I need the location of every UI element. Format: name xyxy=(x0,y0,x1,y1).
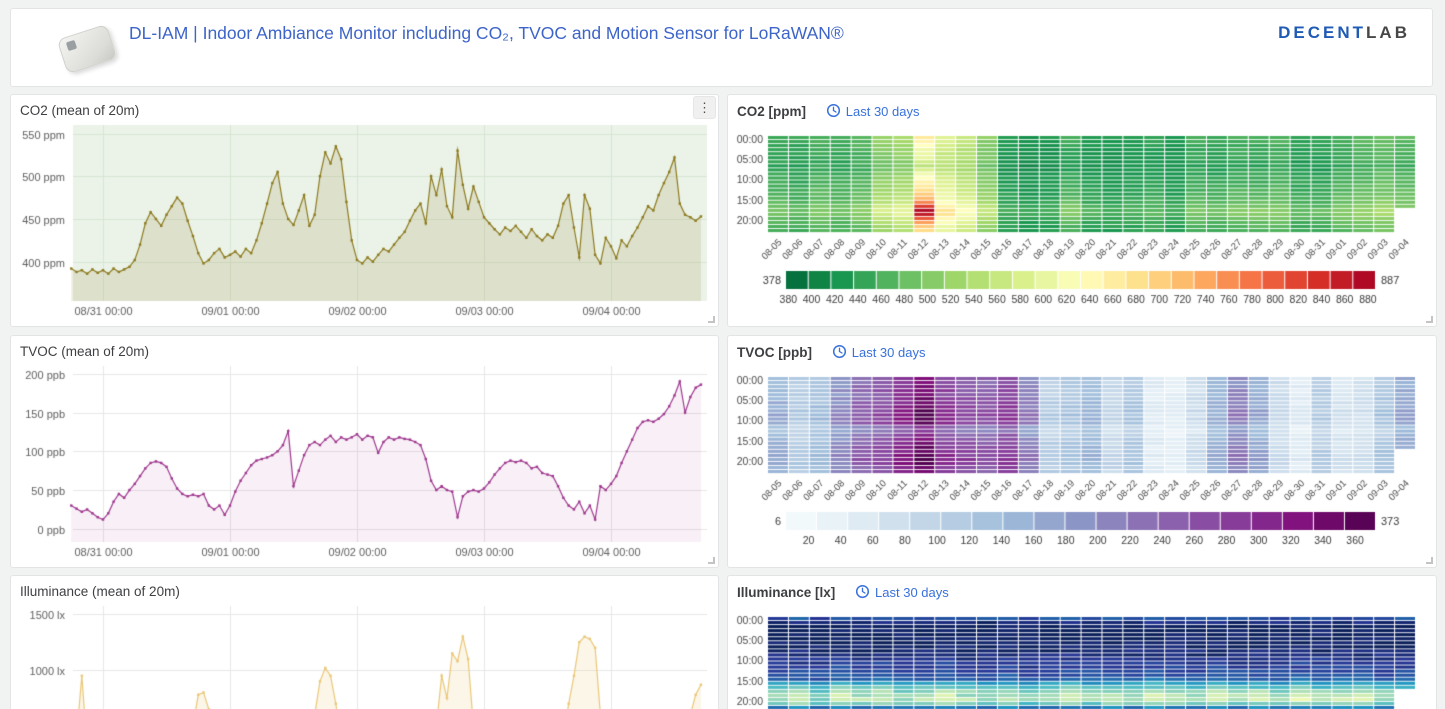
panel-title-text[interactable]: TVOC [ppb] xyxy=(737,345,812,360)
panel-resize-handle[interactable] xyxy=(708,316,715,323)
time-range-label: Last 30 days xyxy=(845,104,920,119)
dashboard-title-link[interactable]: DL-IAM | Indoor Ambiance Monitor includi… xyxy=(129,23,844,43)
co2-line-chart[interactable] xyxy=(11,123,718,326)
logo-part-lab: LAB xyxy=(1366,23,1410,42)
co2-heatmap-chart[interactable] xyxy=(728,123,1436,326)
clock-icon xyxy=(832,344,846,359)
panel-illuminance-line: Illuminance (mean of 20m) xyxy=(10,575,719,709)
time-range-link[interactable]: Last 30 days xyxy=(855,584,949,600)
panel-co2-line: CO2 (mean of 20m) ⋮ xyxy=(10,94,719,327)
panel-title-text[interactable]: Illuminance [lx] xyxy=(737,585,836,600)
clock-icon xyxy=(855,584,870,599)
decentlab-logo: DECENTLAB xyxy=(1278,23,1410,43)
panel-menu-button[interactable]: ⋮ xyxy=(693,96,716,119)
panel-resize-handle[interactable] xyxy=(708,557,715,564)
panel-title-tvoc-line: TVOC (mean of 20m) xyxy=(11,336,718,364)
panel-title-text[interactable]: CO2 [ppm] xyxy=(737,104,806,119)
dashboard-header: DL-IAM | Indoor Ambiance Monitor includi… xyxy=(10,8,1433,87)
panel-co2-heatmap: CO2 [ppm] Last 30 days xyxy=(727,94,1437,327)
tvoc-heatmap-chart[interactable] xyxy=(728,364,1436,567)
panel-title-text[interactable]: Illuminance (mean of 20m) xyxy=(20,584,180,599)
time-range-label: Last 30 days xyxy=(851,345,926,360)
device-photo xyxy=(53,21,123,77)
panel-title-text[interactable]: CO2 (mean of 20m) xyxy=(20,103,140,118)
illuminance-heatmap-chart[interactable] xyxy=(728,604,1436,709)
panel-title-co2-heatmap: CO2 [ppm] Last 30 days xyxy=(728,95,1436,123)
panel-title-illuminance-heatmap: Illuminance [lx] Last 30 days xyxy=(728,576,1436,604)
panel-resize-handle[interactable] xyxy=(1426,316,1433,323)
logo-part-decent: DECENT xyxy=(1278,23,1367,42)
panel-illuminance-heatmap: Illuminance [lx] Last 30 days xyxy=(727,575,1437,709)
illuminance-line-chart[interactable] xyxy=(11,604,718,709)
panel-tvoc-line: TVOC (mean of 20m) xyxy=(10,335,719,568)
time-range-link[interactable]: Last 30 days xyxy=(826,103,920,119)
tvoc-line-chart[interactable] xyxy=(11,364,718,567)
panel-title-illuminance-line: Illuminance (mean of 20m) xyxy=(11,576,718,604)
panel-title-tvoc-heatmap: TVOC [ppb] Last 30 days xyxy=(728,336,1436,364)
time-range-label: Last 30 days xyxy=(875,585,949,600)
panel-title-co2-line: CO2 (mean of 20m) xyxy=(11,95,718,123)
time-range-link[interactable]: Last 30 days xyxy=(832,344,926,360)
kebab-icon: ⋮ xyxy=(698,100,711,115)
clock-icon xyxy=(826,103,840,118)
panel-title-text[interactable]: TVOC (mean of 20m) xyxy=(20,344,150,359)
panel-resize-handle[interactable] xyxy=(1426,557,1433,564)
panel-tvoc-heatmap: TVOC [ppb] Last 30 days xyxy=(727,335,1437,568)
